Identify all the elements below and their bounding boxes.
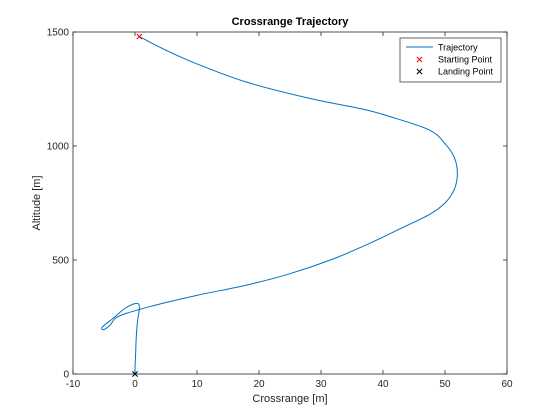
trajectory-line — [101, 36, 458, 375]
series-layer — [101, 33, 458, 377]
y-tick-label: 0 — [63, 370, 69, 381]
x-tick-label: 50 — [439, 379, 451, 390]
x-axis-label: Crossrange [m] — [252, 393, 327, 405]
x-tick-label: 20 — [253, 379, 265, 390]
y-axis-ticks: 0 500 1000 1500 — [47, 28, 507, 381]
y-tick-label: 500 — [52, 256, 69, 267]
x-tick-label: -10 — [66, 379, 81, 390]
legend-landing-point-label: Landing Point — [438, 67, 494, 77]
chart-title: Crossrange Trajectory — [232, 16, 350, 28]
x-tick-label: 0 — [132, 379, 138, 390]
x-tick-label: 10 — [191, 379, 203, 390]
y-tick-label: 1500 — [47, 28, 70, 39]
legend: Trajectory Starting Point Landing Point — [399, 37, 502, 83]
starting-point-marker — [136, 33, 143, 40]
legend-landing-point-marker — [416, 68, 423, 75]
x-tick-label: 60 — [501, 379, 513, 390]
x-tick-label: 40 — [377, 379, 389, 390]
y-axis-label: Altitude [m] — [31, 175, 43, 230]
y-tick-label: 1000 — [47, 142, 70, 153]
legend-trajectory-label: Trajectory — [438, 43, 478, 53]
x-axis-ticks: -10 0 10 20 30 40 50 60 — [66, 32, 513, 390]
x-tick-label: 30 — [315, 379, 327, 390]
legend-box — [399, 37, 502, 83]
plot-area — [72, 31, 508, 375]
legend-starting-point-label: Starting Point — [438, 55, 493, 65]
legend-starting-point-marker — [416, 56, 423, 63]
landing-point-marker — [132, 371, 138, 377]
